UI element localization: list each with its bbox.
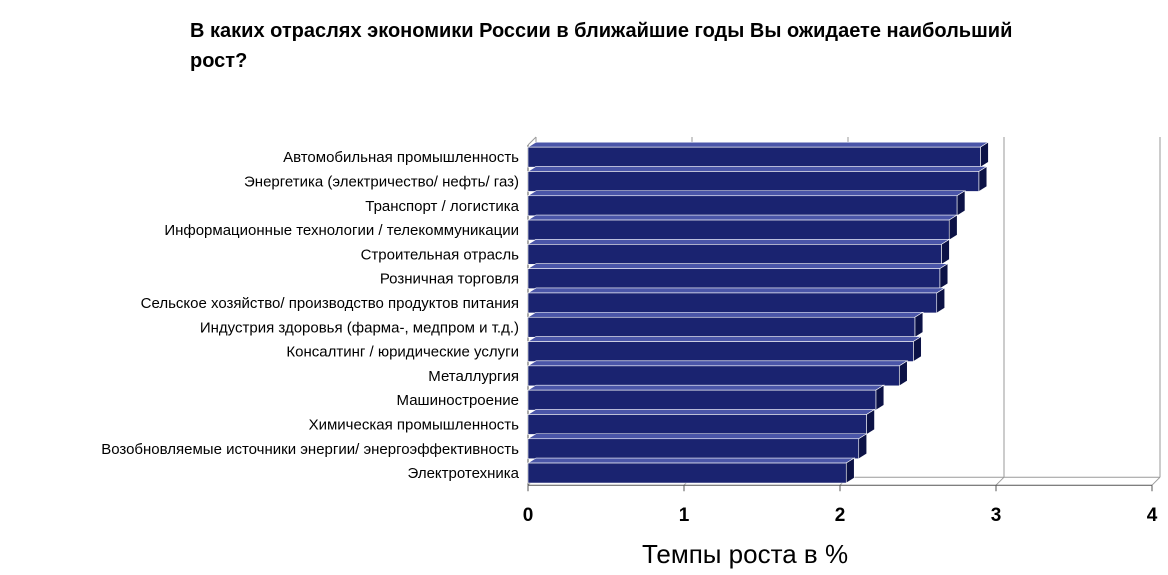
category-label: Энергетика (электричество/ нефть/ газ) xyxy=(244,173,519,190)
bar-front-face xyxy=(527,195,958,217)
bar xyxy=(526,384,885,411)
bar-front-face xyxy=(527,146,981,168)
bar-top-face xyxy=(526,166,988,172)
category-label: Автомобильная промышленность xyxy=(283,149,519,166)
bar-front-face xyxy=(527,268,941,289)
bar-top-face xyxy=(526,409,876,415)
category-label: Машиностроение xyxy=(397,392,519,409)
chart-title: В каких отраслях экономики России в ближ… xyxy=(190,20,1013,72)
bar-front-face xyxy=(527,219,950,241)
category-label: Электротехника xyxy=(408,465,520,482)
bar xyxy=(526,457,856,484)
bar xyxy=(526,336,923,363)
x-axis-label: Темпы роста в % xyxy=(642,539,848,569)
bar xyxy=(526,238,951,265)
category-label: Металлургия xyxy=(428,368,519,385)
bar-top-face xyxy=(526,287,946,294)
bar-front-face xyxy=(527,389,877,411)
category-labels: Автомобильная промышленность Энергетика (… xyxy=(101,149,519,482)
bar-front-face xyxy=(527,438,860,460)
gridline-floor xyxy=(995,476,1005,486)
bar xyxy=(526,190,967,217)
bar-front-face xyxy=(527,292,938,314)
bar xyxy=(526,433,868,460)
bar-top-face xyxy=(526,336,923,342)
category-label: Возобновляемые источники энергии/ энерго… xyxy=(101,441,519,458)
bar-top-face xyxy=(526,239,951,245)
bar-front-face xyxy=(527,365,900,387)
bar xyxy=(526,214,959,241)
bar xyxy=(526,360,909,387)
bar-top-face xyxy=(526,433,868,440)
gridline-floor xyxy=(1151,476,1161,486)
category-label: Информационные технологии / телекоммуник… xyxy=(164,222,519,239)
category-label: Химическая промышленность xyxy=(309,416,520,433)
category-label: Розничная торговля xyxy=(380,271,519,288)
bar-front-face xyxy=(527,462,847,484)
bar-front-face xyxy=(527,244,942,265)
bar-top-face xyxy=(526,263,949,269)
category-label: Транспорт / логистика xyxy=(365,198,519,215)
x-tick-label: 4 xyxy=(1147,505,1158,526)
bar xyxy=(526,408,876,435)
bar-top-face xyxy=(526,384,885,391)
category-label: Сельское хозяйство/ производство продукт… xyxy=(141,295,519,312)
x-tick-label: 2 xyxy=(835,505,846,526)
bar-front-face xyxy=(527,414,867,435)
bar xyxy=(526,287,946,314)
category-label: Индустрия здоровья (фарма-, медпром и т.… xyxy=(200,319,519,336)
bar-top-face xyxy=(526,457,856,464)
x-tick-label: 3 xyxy=(991,505,1002,526)
x-tick-label: 1 xyxy=(679,505,690,526)
category-label: Строительная отрасль xyxy=(361,246,520,263)
x-tick-label: 0 xyxy=(523,505,534,526)
bar-front-face xyxy=(527,341,914,362)
bar xyxy=(526,141,990,168)
chart-bars xyxy=(526,141,990,484)
category-label: Консалтинг / юридические услуги xyxy=(286,344,519,361)
bar-front-face xyxy=(527,171,980,192)
bar-top-face xyxy=(526,311,924,318)
x-tick-labels: 0 1 2 3 4 xyxy=(523,505,1158,526)
bar-top-face xyxy=(526,214,959,221)
bar xyxy=(526,165,988,192)
bar xyxy=(526,311,924,338)
bar-top-face xyxy=(526,141,990,148)
bar-top-face xyxy=(526,360,909,367)
wall-top-edge xyxy=(527,136,537,146)
bar xyxy=(526,263,949,290)
bar-top-face xyxy=(526,190,967,197)
bar-front-face xyxy=(527,316,916,338)
